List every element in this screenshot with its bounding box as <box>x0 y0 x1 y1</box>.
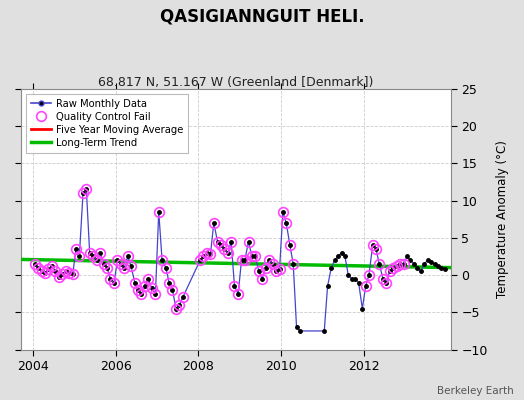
Text: QASIGIANNGUIT HELI.: QASIGIANNGUIT HELI. <box>160 8 364 26</box>
Title: 68.817 N, 51.167 W (Greenland [Denmark]): 68.817 N, 51.167 W (Greenland [Denmark]) <box>98 76 374 89</box>
Legend: Raw Monthly Data, Quality Control Fail, Five Year Moving Average, Long-Term Tren: Raw Monthly Data, Quality Control Fail, … <box>26 94 188 153</box>
Y-axis label: Temperature Anomaly (°C): Temperature Anomaly (°C) <box>496 140 509 298</box>
Text: Berkeley Earth: Berkeley Earth <box>437 386 514 396</box>
